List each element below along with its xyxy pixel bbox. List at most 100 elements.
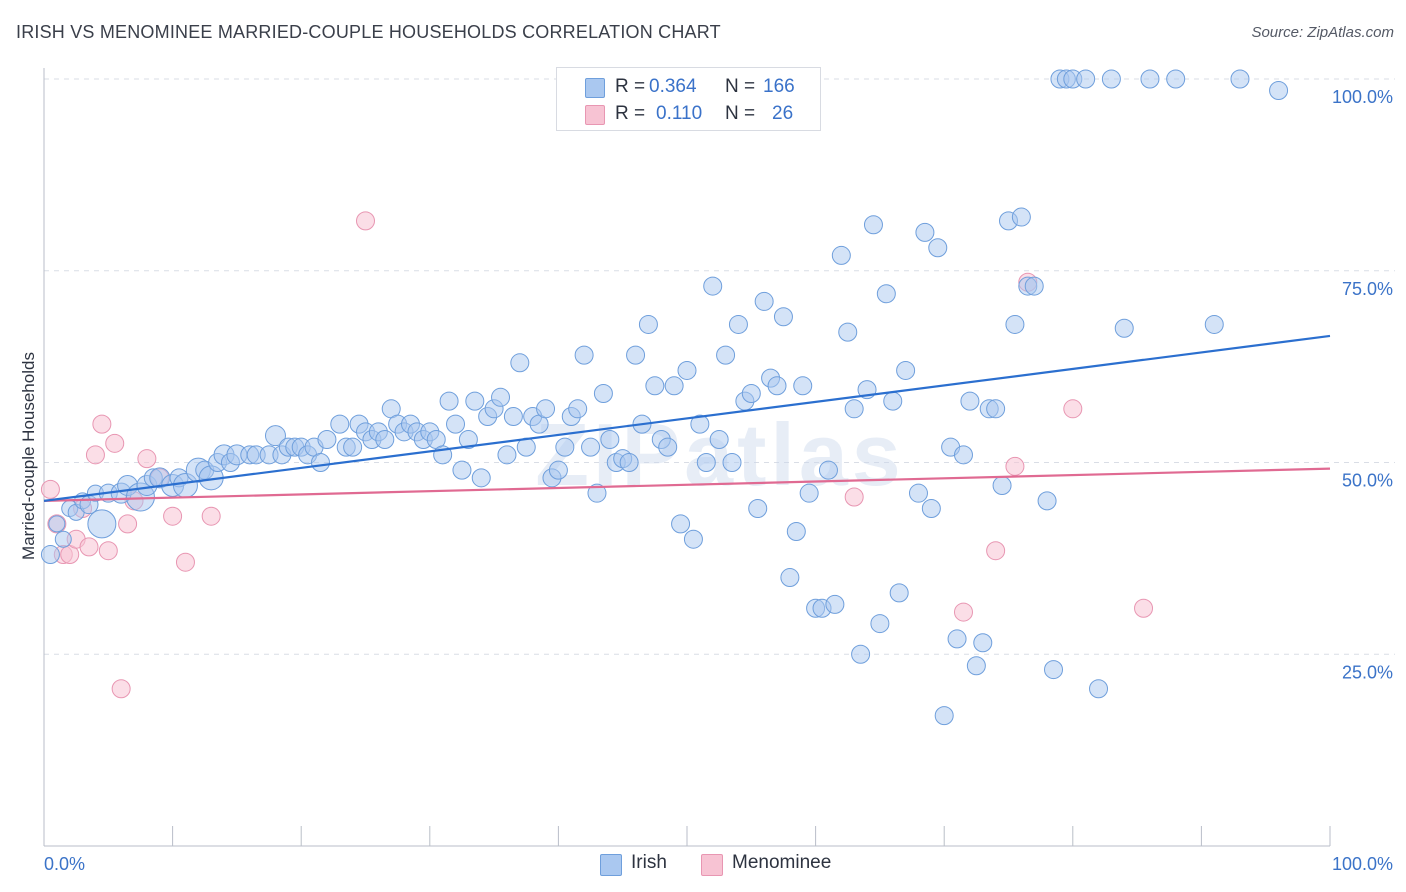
irish-point <box>471 468 491 488</box>
irish-point <box>581 437 601 457</box>
irish-point <box>786 522 806 542</box>
irish-point <box>452 460 472 480</box>
menominee-legend-label: Menominee <box>732 852 832 873</box>
irish-trend-line <box>43 334 1331 502</box>
irish-point <box>1204 314 1224 334</box>
irish-point <box>1011 207 1031 227</box>
irish-point <box>754 291 774 311</box>
irish-point <box>683 529 703 549</box>
irish-r-label: R = <box>615 76 646 97</box>
menominee-legend-swatch <box>701 854 723 876</box>
irish-point <box>896 360 916 380</box>
menominee-point <box>356 211 375 231</box>
irish-point <box>465 391 485 411</box>
tick-labels: 100.0% 75.0% 50.0% 25.0% 0.0% 100.0% <box>44 87 1393 874</box>
irish-point <box>587 483 607 503</box>
irish-point <box>1101 69 1121 89</box>
irish-point <box>317 429 337 449</box>
irish-point <box>767 376 787 396</box>
irish-point <box>510 353 530 373</box>
irish-n-label: N = <box>725 76 756 97</box>
irish-point <box>548 460 568 480</box>
correlation-legend: R = 0.364 N = 166 R = 0.110 N = 26 <box>556 67 821 131</box>
irish-point <box>40 545 60 565</box>
irish-point <box>54 530 72 548</box>
gridlines <box>44 78 1395 655</box>
menominee-point <box>40 479 60 499</box>
menominee-point <box>986 541 1006 561</box>
y-tick-label: 100.0% <box>1332 87 1393 107</box>
irish-point <box>799 483 819 503</box>
menominee-point <box>92 414 112 434</box>
irish-point <box>1024 276 1044 296</box>
irish-point <box>458 429 478 449</box>
irish-point <box>773 307 793 327</box>
irish-point <box>343 437 363 457</box>
menominee-point <box>1005 456 1025 476</box>
irish-n-value: 166 <box>763 76 795 97</box>
irish-point <box>741 383 761 403</box>
irish-point <box>664 376 684 396</box>
irish-legend-swatch <box>600 854 622 876</box>
irish-point <box>593 383 613 403</box>
irish-point <box>619 453 639 472</box>
irish-point <box>793 376 813 396</box>
irish-point <box>986 399 1006 419</box>
x-tick-label-max: 100.0% <box>1332 854 1393 874</box>
irish-point <box>1230 69 1250 89</box>
irish-point <box>908 483 928 503</box>
menominee-r-label: R = <box>615 103 646 124</box>
irish-swatch <box>585 78 605 98</box>
irish-point <box>87 509 117 539</box>
menominee-point <box>175 552 195 572</box>
irish-point <box>953 445 973 465</box>
menominee-point <box>85 445 105 465</box>
menominee-point <box>79 537 99 557</box>
irish-point <box>696 453 716 472</box>
y-tick-label: 25.0% <box>1342 662 1393 682</box>
menominee-point <box>111 679 131 699</box>
irish-point <box>722 453 742 472</box>
irish-point <box>600 429 620 449</box>
irish-point <box>671 514 691 534</box>
irish-points <box>40 69 1289 726</box>
irish-point <box>48 515 66 533</box>
irish-point <box>831 245 851 265</box>
irish-legend-label: Irish <box>631 852 667 873</box>
menominee-point <box>105 433 125 453</box>
chart-title: IRISH VS MENOMINEE MARRIED-COUPLE HOUSEH… <box>16 22 721 42</box>
irish-point <box>838 322 858 342</box>
menominee-point <box>118 514 138 534</box>
irish-point <box>1076 69 1096 89</box>
irish-point <box>658 437 678 457</box>
irish-point <box>966 656 986 676</box>
irish-point <box>844 399 864 419</box>
irish-point <box>1037 491 1057 511</box>
irish-point <box>960 391 980 411</box>
irish-point <box>645 376 665 396</box>
irish-point <box>574 345 594 365</box>
y-tick-label: 75.0% <box>1342 279 1393 299</box>
irish-point <box>1140 69 1160 89</box>
y-axis-label: Married-couple Households <box>19 352 38 560</box>
x-tick-label-min: 0.0% <box>44 854 85 874</box>
irish-point <box>748 499 768 519</box>
irish-point <box>818 460 838 480</box>
menominee-points <box>40 211 1154 699</box>
irish-point <box>330 414 350 434</box>
irish-point <box>728 314 748 334</box>
irish-point <box>709 429 729 449</box>
irish-r-value: 0.364 <box>649 76 697 97</box>
irish-point <box>889 583 909 603</box>
irish-point <box>716 345 736 365</box>
menominee-n-label: N = <box>725 103 756 124</box>
irish-point <box>703 276 723 296</box>
irish-point <box>825 594 845 614</box>
irish-point <box>1269 81 1289 101</box>
irish-point <box>264 425 286 447</box>
irish-point <box>375 429 395 449</box>
menominee-n-value: 26 <box>772 103 794 124</box>
irish-point <box>870 614 890 634</box>
irish-point <box>915 222 935 242</box>
